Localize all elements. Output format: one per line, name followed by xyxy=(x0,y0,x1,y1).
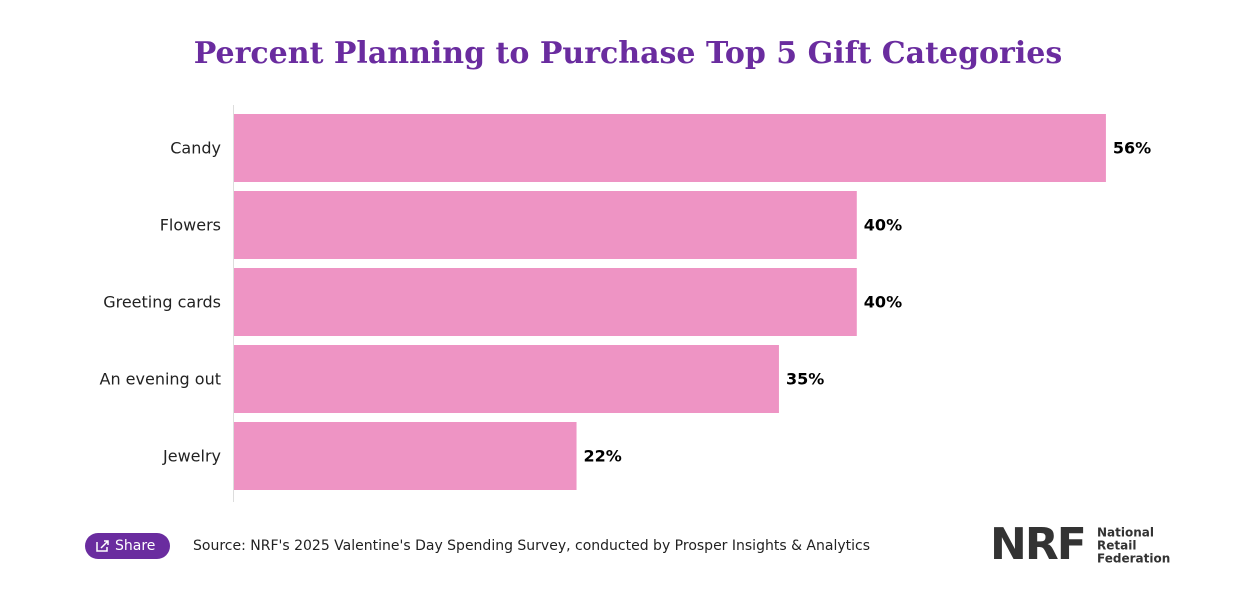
bar xyxy=(234,268,857,336)
share-icon xyxy=(96,540,109,552)
category-label: An evening out xyxy=(100,370,222,389)
value-label: 40% xyxy=(864,216,902,235)
category-label: Candy xyxy=(170,139,221,158)
value-label: 56% xyxy=(1113,139,1151,158)
source: Source: NRF's 2025 Valentine's Day Spend… xyxy=(193,538,870,554)
bar xyxy=(234,114,1106,182)
logo-text: National xyxy=(1097,526,1154,540)
logo-mark: NRF xyxy=(990,519,1085,570)
share-label[interactable]: Share xyxy=(115,538,155,554)
logo-text: Retail xyxy=(1097,539,1136,553)
logo-text: Federation xyxy=(1097,552,1170,566)
value-label: 22% xyxy=(584,447,622,466)
bar xyxy=(234,191,857,259)
bar xyxy=(234,422,577,490)
category-label: Greeting cards xyxy=(103,293,221,312)
share-button[interactable] xyxy=(85,533,170,559)
value-label: 40% xyxy=(864,293,902,312)
category-label: Flowers xyxy=(160,216,221,235)
category-label: Jewelry xyxy=(162,447,221,466)
value-label: 35% xyxy=(786,370,824,389)
bar xyxy=(234,345,779,413)
chart-title: Percent Planning to Purchase Top 5 Gift … xyxy=(194,36,1062,71)
